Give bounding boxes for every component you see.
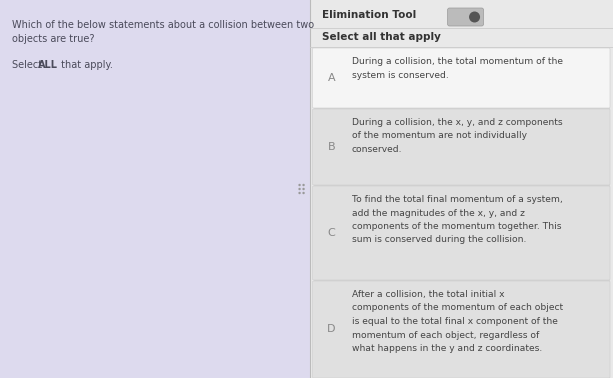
FancyBboxPatch shape: [313, 281, 610, 378]
Circle shape: [299, 188, 301, 190]
Text: Elimination Tool: Elimination Tool: [322, 10, 416, 20]
FancyBboxPatch shape: [310, 0, 613, 378]
Circle shape: [302, 192, 305, 194]
Text: During a collision, the total momentum of the: During a collision, the total momentum o…: [352, 57, 563, 66]
Text: Select all that apply: Select all that apply: [322, 32, 440, 42]
Text: To find the total final momentum of a system,: To find the total final momentum of a sy…: [352, 195, 562, 204]
FancyBboxPatch shape: [0, 0, 310, 378]
Circle shape: [299, 192, 301, 194]
Circle shape: [302, 184, 305, 186]
Text: Select: Select: [12, 60, 45, 70]
Text: During a collision, the x, y, and z components: During a collision, the x, y, and z comp…: [352, 118, 562, 127]
FancyBboxPatch shape: [313, 48, 610, 108]
Text: conserved.: conserved.: [352, 145, 402, 154]
Circle shape: [299, 184, 301, 186]
Text: B: B: [328, 142, 335, 152]
Text: add the magnitudes of the x, y, and z: add the magnitudes of the x, y, and z: [352, 209, 525, 217]
FancyBboxPatch shape: [313, 186, 610, 280]
Circle shape: [302, 188, 305, 190]
Text: Which of the below statements about a collision between two: Which of the below statements about a co…: [12, 20, 314, 30]
Text: C: C: [328, 228, 335, 238]
Text: sum is conserved during the collision.: sum is conserved during the collision.: [352, 235, 526, 245]
Text: components of the momentum together. This: components of the momentum together. Thi…: [352, 222, 561, 231]
Text: A: A: [328, 73, 335, 83]
Text: what happens in the y and z coordinates.: what happens in the y and z coordinates.: [352, 344, 542, 353]
Text: objects are true?: objects are true?: [12, 34, 94, 44]
Text: After a collision, the total initial x: After a collision, the total initial x: [352, 290, 504, 299]
FancyBboxPatch shape: [313, 109, 610, 185]
Text: momentum of each object, regardless of: momentum of each object, regardless of: [352, 330, 539, 339]
FancyBboxPatch shape: [447, 8, 484, 26]
Text: that apply.: that apply.: [58, 60, 113, 70]
Text: D: D: [327, 324, 336, 335]
Circle shape: [469, 11, 480, 23]
Text: of the momentum are not individually: of the momentum are not individually: [352, 132, 527, 141]
Text: system is conserved.: system is conserved.: [352, 71, 448, 79]
Text: ALL: ALL: [38, 60, 58, 70]
Text: components of the momentum of each object: components of the momentum of each objec…: [352, 304, 563, 313]
Text: is equal to the total final x component of the: is equal to the total final x component …: [352, 317, 557, 326]
